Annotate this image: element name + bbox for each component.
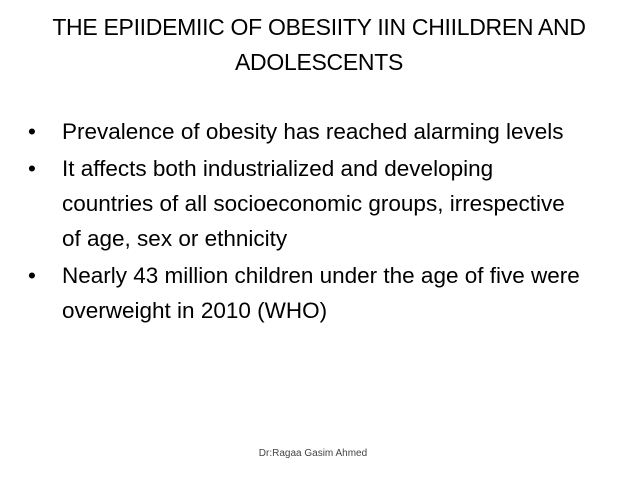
bullet: It affects both industrialized and devel… (28, 151, 588, 256)
footer: Dr:Ragaa Gasim Ahmed (258, 448, 368, 459)
bullet: Nearly 43 million children under the age… (28, 258, 588, 328)
slide-title: THE EPIIDEMIIC OF OBESIITY IIN CHIILDREN… (52, 14, 586, 75)
bullet-list: Prevalence of obesity has reached alarmi… (28, 114, 588, 330)
bullet: Prevalence of obesity has reached alarmi… (28, 114, 588, 149)
